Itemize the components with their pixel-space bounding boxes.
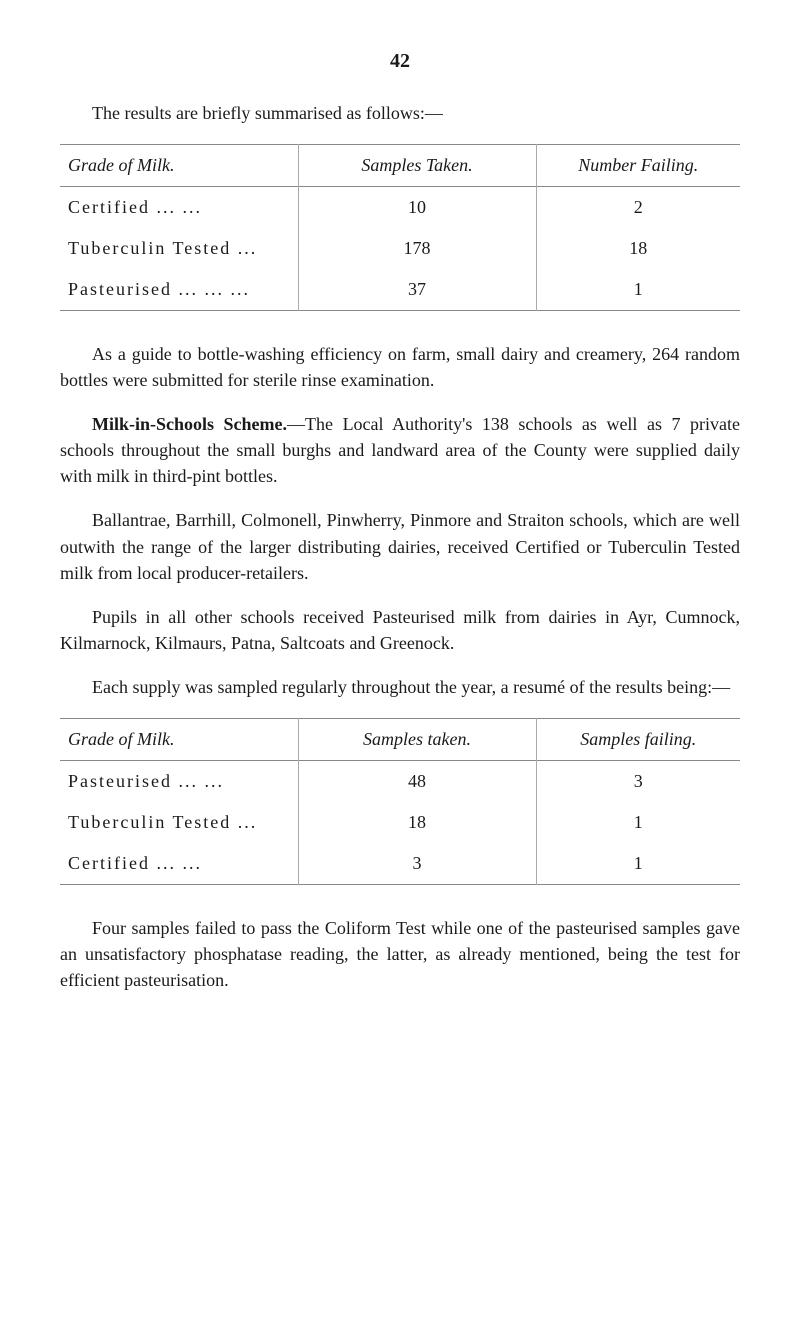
table-header-row: Grade of Milk. Samples taken. Samples fa…	[60, 719, 740, 761]
cell-grade: Tuberculin Tested ...	[60, 802, 298, 843]
paragraph-1: As a guide to bottle-washing efficiency …	[60, 341, 740, 393]
cell-failing: 1	[536, 843, 740, 885]
results-table-1: Grade of Milk. Samples Taken. Number Fai…	[60, 144, 740, 311]
cell-failing: 18	[536, 228, 740, 269]
cell-failing: 3	[536, 761, 740, 803]
header-samples: Samples Taken.	[298, 145, 536, 187]
results-table-2: Grade of Milk. Samples taken. Samples fa…	[60, 718, 740, 885]
paragraph-3: Ballantrae, Barrhill, Colmonell, Pinwher…	[60, 507, 740, 585]
cell-grade: Tuberculin Tested ...	[60, 228, 298, 269]
cell-samples: 37	[298, 269, 536, 311]
table-header-row: Grade of Milk. Samples Taken. Number Fai…	[60, 145, 740, 187]
header-grade: Grade of Milk.	[60, 145, 298, 187]
table-row: Certified ... ... 10 2	[60, 187, 740, 229]
paragraph-4: Pupils in all other schools received Pas…	[60, 604, 740, 656]
intro-text: The results are briefly summarised as fo…	[60, 103, 740, 124]
cell-grade: Pasteurised ... ...	[60, 761, 298, 803]
page-number: 42	[60, 50, 740, 73]
cell-failing: 1	[536, 269, 740, 311]
cell-samples: 178	[298, 228, 536, 269]
cell-samples: 48	[298, 761, 536, 803]
milk-in-schools-heading: Milk-in-Schools Scheme.	[92, 414, 287, 434]
table-row: Tuberculin Tested ... 178 18	[60, 228, 740, 269]
cell-grade: Certified ... ...	[60, 187, 298, 229]
paragraph-6: Four samples failed to pass the Coliform…	[60, 915, 740, 993]
header-samples: Samples taken.	[298, 719, 536, 761]
cell-grade: Certified ... ...	[60, 843, 298, 885]
table-row: Pasteurised ... ... ... 37 1	[60, 269, 740, 311]
table-row: Certified ... ... 3 1	[60, 843, 740, 885]
cell-failing: 2	[536, 187, 740, 229]
cell-samples: 3	[298, 843, 536, 885]
header-failing: Samples failing.	[536, 719, 740, 761]
cell-samples: 10	[298, 187, 536, 229]
header-failing: Number Failing.	[536, 145, 740, 187]
cell-grade: Pasteurised ... ... ...	[60, 269, 298, 311]
paragraph-5: Each supply was sampled regularly throug…	[60, 674, 740, 700]
paragraph-2: Milk-in-Schools Scheme.—The Local Author…	[60, 411, 740, 489]
header-grade: Grade of Milk.	[60, 719, 298, 761]
cell-failing: 1	[536, 802, 740, 843]
cell-samples: 18	[298, 802, 536, 843]
table-row: Pasteurised ... ... 48 3	[60, 761, 740, 803]
document-page: 42 The results are briefly summarised as…	[0, 0, 800, 1071]
table-row: Tuberculin Tested ... 18 1	[60, 802, 740, 843]
